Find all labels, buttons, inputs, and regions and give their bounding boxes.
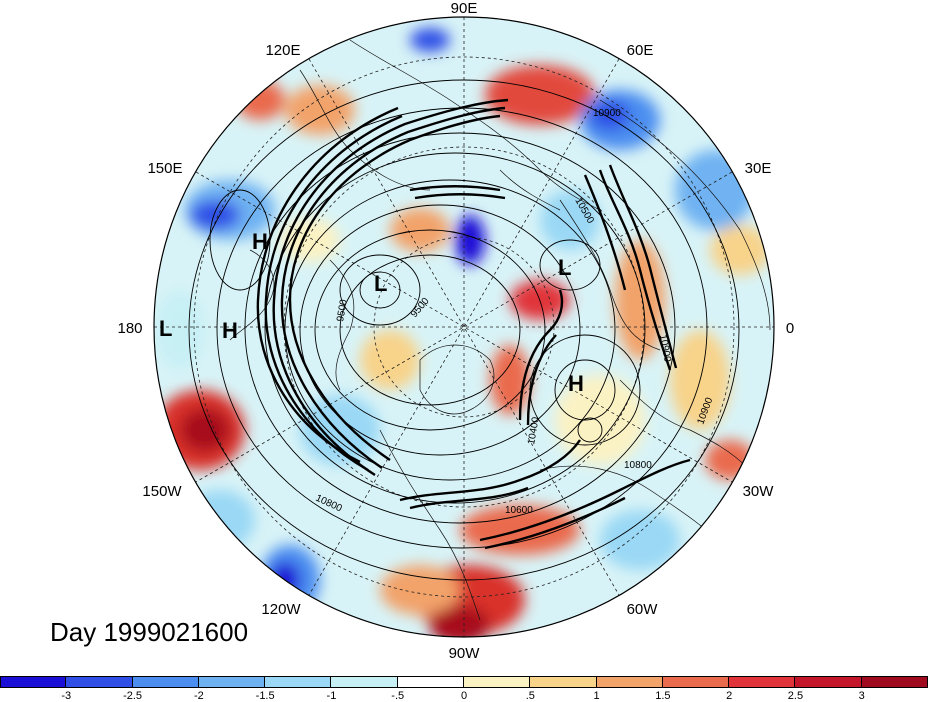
- warm-anomaly: [485, 65, 595, 125]
- low-pressure-center: L: [159, 316, 172, 341]
- colorbar-tick-label: -2.5: [123, 690, 143, 702]
- colorbar-segment: [464, 676, 531, 688]
- colorbar: -3 -2.5 -2 -1.5 -1 -.5 0 .5 1 1.5 2 2.5 3: [0, 676, 928, 702]
- colorbar-segment: [0, 676, 67, 688]
- contour-label: 10800: [624, 460, 652, 471]
- day-label: Day 1999021600: [50, 617, 249, 647]
- colorbar-tick-label: 1: [593, 690, 600, 702]
- colorbar-segment: [795, 676, 862, 688]
- colorbar-tick-label: -1.5: [255, 690, 275, 702]
- lon-label-60w: 60W: [627, 601, 659, 618]
- colorbar-frame: [0, 676, 928, 688]
- lon-label-90w: 90W: [449, 645, 481, 662]
- lon-label-120w: 120W: [261, 601, 301, 618]
- colorbar-tick-label: 2.5: [787, 690, 804, 702]
- contour-label: 9500: [335, 298, 350, 322]
- colorbar-segment: [331, 676, 398, 688]
- contour-labels: 10900 10500 9500 9500 10400 10600 10800 …: [314, 108, 716, 516]
- colorbar-segment: [662, 676, 730, 688]
- lon-label-90e: 90E: [451, 0, 478, 17]
- high-pressure-center: H: [222, 318, 238, 343]
- low-pressure-center: L: [558, 255, 571, 280]
- colorbar-segment: [265, 676, 332, 688]
- colorbar-tick-label: -.5: [391, 690, 405, 702]
- lon-label-60e: 60E: [627, 42, 654, 59]
- colorbar-tick-label: 1.5: [655, 690, 671, 702]
- longitude-labels: 90E 60E 30E 0 30W 60W 90W 120W 150W 180 …: [117, 0, 794, 662]
- jet-stream-contours: [256, 98, 691, 550]
- colorbar-segment: [66, 676, 133, 688]
- colorbar-segment: [729, 676, 796, 688]
- lon-label-180: 180: [117, 320, 142, 337]
- colorbar-tick-label: -3: [61, 690, 72, 702]
- colorbar-tick-label: -1: [326, 690, 337, 702]
- colorbar-segment: [132, 676, 199, 688]
- colorbar-segment: [198, 676, 266, 688]
- lon-label-150e: 150E: [147, 160, 182, 177]
- contour-label: 10900: [657, 334, 673, 364]
- high-pressure-center: H: [252, 229, 268, 254]
- colorbar-tick-label: 3: [858, 690, 865, 702]
- lon-label-30w: 30W: [743, 483, 775, 500]
- lon-label-0: 0: [786, 320, 794, 337]
- cold-anomaly: [455, 215, 485, 265]
- map-boundary: [153, 16, 775, 638]
- low-pressure-center: L: [374, 271, 387, 296]
- colorbar-segment: [596, 676, 663, 688]
- high-pressure-center: H: [568, 371, 584, 396]
- polar-map: 10900 10500 9500 9500 10400 10600 10800 …: [117, 0, 794, 662]
- contour-label: 10900: [593, 108, 621, 119]
- contour-label: 10400: [526, 416, 542, 446]
- pressure-centers: H L L H L H: [159, 229, 584, 396]
- colorbar-tick-label: 2: [726, 690, 733, 702]
- colorbar-segment: [397, 676, 464, 688]
- colorbar-tick-label: -2: [193, 690, 204, 702]
- lon-label-120e: 120E: [265, 42, 300, 59]
- lon-label-150w: 150W: [142, 483, 182, 500]
- lon-label-30e: 30E: [745, 160, 772, 177]
- contour-label: 10600: [505, 505, 533, 516]
- colorbar-tick-label: .5: [525, 690, 535, 702]
- colorbar-segment: [530, 676, 597, 688]
- colorbar-tick-label: 0: [460, 690, 468, 702]
